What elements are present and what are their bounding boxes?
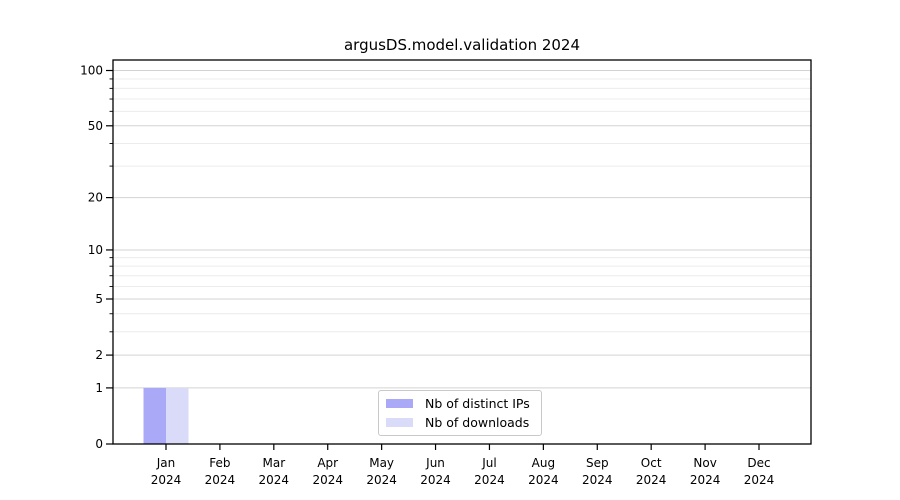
x-tick-label-month: Jul xyxy=(481,456,496,470)
legend-swatch-distinct-ips xyxy=(386,399,413,408)
y-tick-label: 50 xyxy=(88,119,103,133)
x-tick-label-year: 2024 xyxy=(420,473,451,487)
x-tick-label-month: Feb xyxy=(209,456,230,470)
y-tick-label: 2 xyxy=(95,348,103,362)
y-tick-label: 5 xyxy=(95,292,103,306)
legend-label-distinct-ips: Nb of distinct IPs xyxy=(425,396,530,411)
y-tick-label: 100 xyxy=(80,64,103,78)
x-tick-label-month: May xyxy=(369,456,394,470)
x-tick-label-month: Jun xyxy=(425,456,445,470)
axes-border xyxy=(112,59,812,445)
x-tick-label-year: 2024 xyxy=(151,473,182,487)
legend: Nb of distinct IPs Nb of downloads xyxy=(378,390,542,436)
legend-item-distinct-ips: Nb of distinct IPs xyxy=(386,396,533,411)
chart-title: argusDS.model.validation 2024 xyxy=(343,36,581,54)
x-tick-label-year: 2024 xyxy=(205,473,236,487)
x-tick-label-year: 2024 xyxy=(259,473,290,487)
x-tick-label-year: 2024 xyxy=(312,473,343,487)
x-tick-label-year: 2024 xyxy=(582,473,613,487)
x-tick-label-year: 2024 xyxy=(744,473,775,487)
x-tick-label-year: 2024 xyxy=(690,473,721,487)
x-tick-label-month: Sep xyxy=(586,456,609,470)
legend-item-downloads: Nb of downloads xyxy=(386,415,533,430)
bar-distinct-ips-jan xyxy=(143,387,166,444)
legend-swatch-downloads xyxy=(386,418,413,427)
x-tick-label-year: 2024 xyxy=(636,473,667,487)
y-tick-label: 1 xyxy=(95,381,103,395)
x-tick-label-month: Dec xyxy=(747,456,770,470)
x-tick-label-month: Apr xyxy=(317,456,338,470)
legend-label-downloads: Nb of downloads xyxy=(425,415,530,430)
x-tick-label-month: Oct xyxy=(641,456,662,470)
x-tick-label-month: Nov xyxy=(693,456,716,470)
y-tick-label: 10 xyxy=(88,243,103,257)
x-tick-label-year: 2024 xyxy=(366,473,397,487)
y-tick-label: 20 xyxy=(88,191,103,205)
x-tick-label-month: Mar xyxy=(262,456,285,470)
x-tick-label-month: Jan xyxy=(156,456,176,470)
x-tick-label-year: 2024 xyxy=(474,473,505,487)
y-tick-label: 0 xyxy=(95,437,103,451)
x-tick-label-month: Aug xyxy=(532,456,555,470)
bar-downloads-jan xyxy=(166,387,189,444)
x-tick-label-year: 2024 xyxy=(528,473,559,487)
